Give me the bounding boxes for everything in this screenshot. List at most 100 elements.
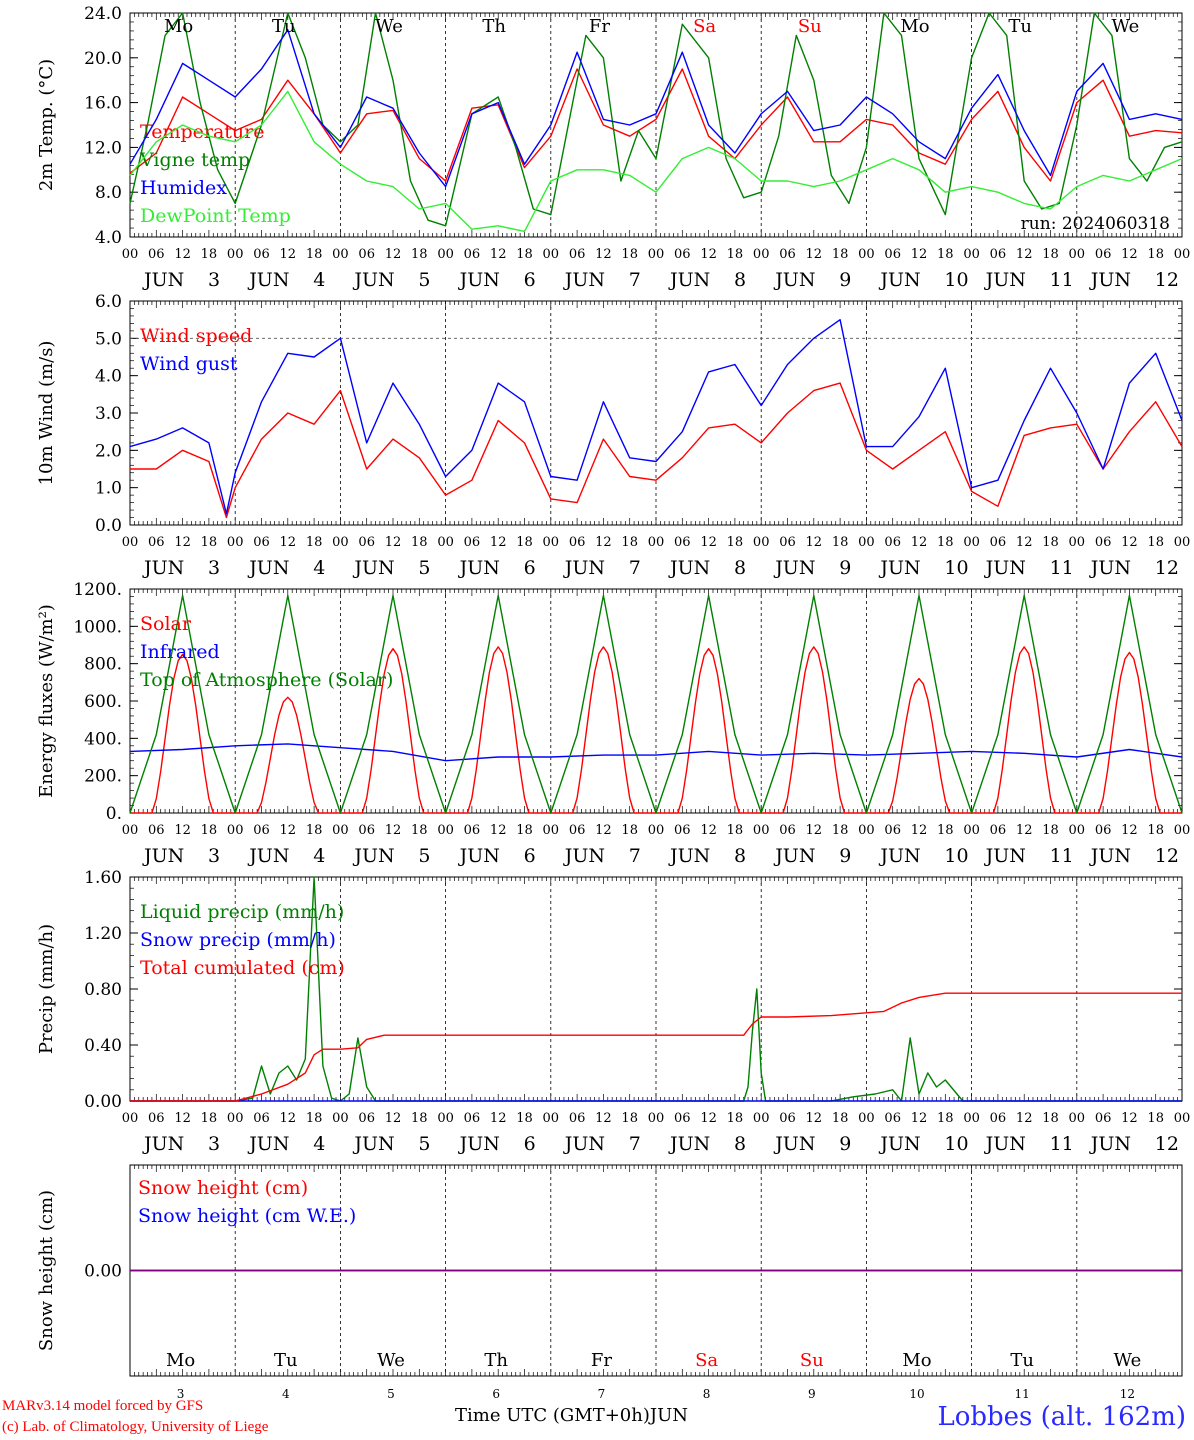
hour-tick-label: 06 [779, 823, 796, 838]
legend-entry: Wind speed [140, 325, 252, 347]
date-label: 9 [839, 269, 851, 291]
hour-tick-label: 12 [806, 1111, 823, 1126]
hour-tick-label: 00 [437, 247, 454, 262]
month-label: JUN [773, 269, 815, 291]
hour-tick-label: 18 [1042, 823, 1059, 838]
hour-tick-label: 00 [122, 823, 139, 838]
weekday-label: Tu [272, 16, 296, 37]
hour-tick-label: 06 [1095, 1111, 1112, 1126]
date-label: 9 [808, 1387, 816, 1401]
hour-tick-label: 00 [858, 1111, 875, 1126]
hour-tick-label: 06 [884, 535, 901, 550]
hour-tick-label: 12 [595, 1111, 612, 1126]
y-tick-label: 4.0 [95, 228, 122, 248]
hour-tick-label: 06 [148, 247, 165, 262]
hour-tick-label: 06 [569, 1111, 586, 1126]
hour-tick-label: 06 [464, 823, 481, 838]
date-label: 3 [208, 1133, 220, 1155]
month-label: JUN [247, 557, 289, 579]
legend-entry: Vigne temp [139, 149, 250, 171]
legend-entry: DewPoint Temp [140, 205, 291, 227]
hour-tick-label: 00 [1174, 247, 1191, 262]
series-line [130, 992, 1182, 1102]
hour-tick-label: 06 [253, 535, 270, 550]
hour-tick-label: 12 [385, 535, 402, 550]
hour-tick-label: 06 [990, 535, 1007, 550]
date-label: 3 [177, 1387, 185, 1401]
hour-tick-label: 12 [490, 247, 507, 262]
month-label: JUN [668, 1133, 710, 1155]
weekday-label: Tu [274, 1350, 298, 1371]
y-tick-label: 16.0 [84, 94, 122, 114]
hour-tick-label: 18 [516, 1111, 533, 1126]
month-label: JUN [1089, 1133, 1131, 1155]
month-label: JUN [458, 557, 500, 579]
hour-tick-label: 12 [490, 823, 507, 838]
y-axis-label: 2m Temp. (°C) [36, 59, 57, 191]
weekday-label: We [375, 16, 403, 37]
hour-tick-label: 00 [858, 535, 875, 550]
hour-tick-label: 18 [411, 823, 428, 838]
hour-tick-label: 18 [832, 1111, 849, 1126]
y-tick-label: 0.80 [84, 980, 122, 1000]
date-label: 11 [1050, 845, 1074, 867]
y-tick-label: 0.00 [84, 1262, 122, 1282]
date-label: 5 [418, 557, 430, 579]
hour-tick-label: 06 [990, 247, 1007, 262]
weekday-label: Mo [166, 1350, 195, 1371]
date-label: 3 [208, 557, 220, 579]
y-tick-label: 24.0 [84, 4, 122, 24]
hour-tick-label: 00 [1174, 823, 1191, 838]
hour-tick-label: 06 [1095, 247, 1112, 262]
hour-tick-label: 12 [490, 1111, 507, 1126]
hour-tick-label: 00 [1174, 535, 1191, 550]
hour-tick-label: 00 [122, 247, 139, 262]
hour-tick-label: 00 [543, 1111, 560, 1126]
hour-tick-label: 06 [779, 1111, 796, 1126]
hour-tick-label: 18 [832, 247, 849, 262]
y-axis-label: Snow height (cm) [36, 1190, 57, 1351]
x-axis-caption: Time UTC (GMT+0h)JUN [455, 1405, 688, 1426]
hour-tick-label: 00 [753, 823, 770, 838]
hour-tick-label: 00 [753, 535, 770, 550]
y-axis-label: Energy fluxes (W/m²) [36, 604, 57, 798]
date-label: 12 [1155, 269, 1179, 291]
date-label: 7 [629, 845, 641, 867]
hour-tick-label: 00 [437, 1111, 454, 1126]
date-label: 12 [1120, 1387, 1135, 1401]
hour-tick-label: 00 [122, 1111, 139, 1126]
hour-tick-label: 18 [621, 1111, 638, 1126]
hour-tick-label: 00 [437, 823, 454, 838]
y-tick-label: 1000. [73, 617, 122, 637]
month-label: JUN [563, 557, 605, 579]
hour-tick-label: 12 [595, 823, 612, 838]
hour-tick-label: 18 [727, 1111, 744, 1126]
weekday-label: We [1112, 16, 1140, 37]
y-tick-label: 200. [84, 767, 122, 787]
date-label: 7 [629, 557, 641, 579]
date-label: 8 [734, 1133, 746, 1155]
date-label: 9 [839, 845, 851, 867]
hour-tick-label: 06 [253, 823, 270, 838]
hour-tick-label: 00 [753, 1111, 770, 1126]
hour-tick-label: 06 [358, 535, 375, 550]
hour-tick-label: 00 [332, 1111, 349, 1126]
hour-tick-label: 12 [174, 247, 191, 262]
hour-tick-label: 00 [122, 535, 139, 550]
date-label: 12 [1155, 1133, 1179, 1155]
date-label: 8 [703, 1387, 711, 1401]
y-axis-label: Precip (mm/h) [36, 924, 57, 1054]
date-label: 4 [313, 269, 325, 291]
hour-tick-label: 06 [674, 1111, 691, 1126]
hour-tick-label: 00 [1069, 535, 1086, 550]
hour-tick-label: 00 [543, 823, 560, 838]
hour-tick-label: 00 [963, 1111, 980, 1126]
hour-tick-label: 06 [148, 823, 165, 838]
y-tick-label: 600. [84, 692, 122, 712]
hour-tick-label: 18 [201, 823, 218, 838]
date-label: 10 [944, 845, 968, 867]
hour-tick-label: 18 [1147, 823, 1164, 838]
hour-tick-label: 12 [1121, 247, 1138, 262]
date-label: 6 [524, 845, 536, 867]
